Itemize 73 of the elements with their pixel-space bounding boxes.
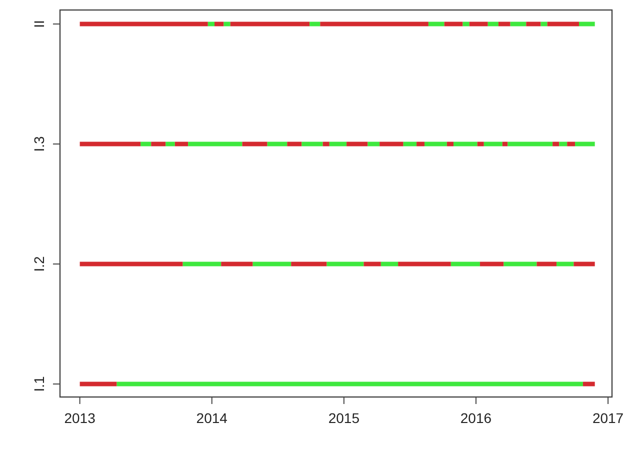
bar	[462, 22, 470, 26]
bar	[428, 22, 444, 26]
bar	[221, 262, 253, 266]
bar	[364, 262, 381, 266]
bar	[469, 22, 488, 26]
y-tick-label: I.2	[31, 256, 47, 272]
bar	[322, 142, 330, 146]
bar	[510, 22, 526, 26]
bar	[556, 262, 574, 266]
bar	[582, 382, 595, 386]
bar	[504, 262, 537, 266]
bar	[80, 142, 141, 146]
bar	[450, 262, 480, 266]
bar	[480, 262, 504, 266]
bar	[80, 262, 183, 266]
bar	[346, 142, 368, 146]
bar	[302, 142, 323, 146]
bar	[329, 142, 347, 146]
bar	[488, 22, 498, 26]
bar	[552, 142, 560, 146]
bar	[320, 22, 428, 26]
y-tick-label: I.3	[31, 136, 47, 152]
bar	[567, 142, 576, 146]
y-tick-label: I.1	[31, 376, 47, 392]
bar	[208, 22, 215, 26]
bar	[267, 142, 288, 146]
bar	[416, 142, 424, 146]
bar	[116, 382, 583, 386]
x-tick-label: 2014	[196, 410, 228, 426]
bar	[547, 22, 579, 26]
bar	[166, 142, 175, 146]
bar	[508, 142, 553, 146]
bar	[398, 262, 451, 266]
bar	[188, 142, 242, 146]
bar	[484, 142, 502, 146]
bar	[454, 142, 478, 146]
bar	[540, 22, 548, 26]
x-tick-label: 2013	[64, 410, 96, 426]
bar	[444, 22, 463, 26]
bar	[224, 22, 230, 26]
bar	[477, 142, 484, 146]
bar	[498, 22, 510, 26]
bar	[182, 262, 222, 266]
bar	[559, 142, 568, 146]
bar	[578, 22, 595, 26]
bar	[214, 22, 224, 26]
bar	[536, 262, 557, 266]
bar	[403, 142, 417, 146]
bar	[287, 142, 302, 146]
bar	[252, 262, 292, 266]
bar	[368, 142, 380, 146]
bar	[80, 382, 117, 386]
bar	[380, 262, 398, 266]
x-tick-label: 2016	[460, 410, 492, 426]
bar	[174, 142, 188, 146]
bar	[380, 142, 404, 146]
bar	[140, 142, 152, 146]
bar	[526, 22, 541, 26]
bar	[291, 262, 327, 266]
x-tick-label: 2015	[328, 410, 360, 426]
bar	[575, 142, 595, 146]
bar	[574, 262, 595, 266]
bar	[80, 22, 208, 26]
bar	[242, 142, 268, 146]
bar	[151, 142, 166, 146]
y-tick-label: II	[31, 20, 47, 28]
bar	[230, 22, 310, 26]
bar	[326, 262, 364, 266]
x-tick-label: 2017	[592, 410, 624, 426]
bar	[446, 142, 454, 146]
bar	[310, 22, 320, 26]
bar	[424, 142, 447, 146]
bar	[502, 142, 508, 146]
